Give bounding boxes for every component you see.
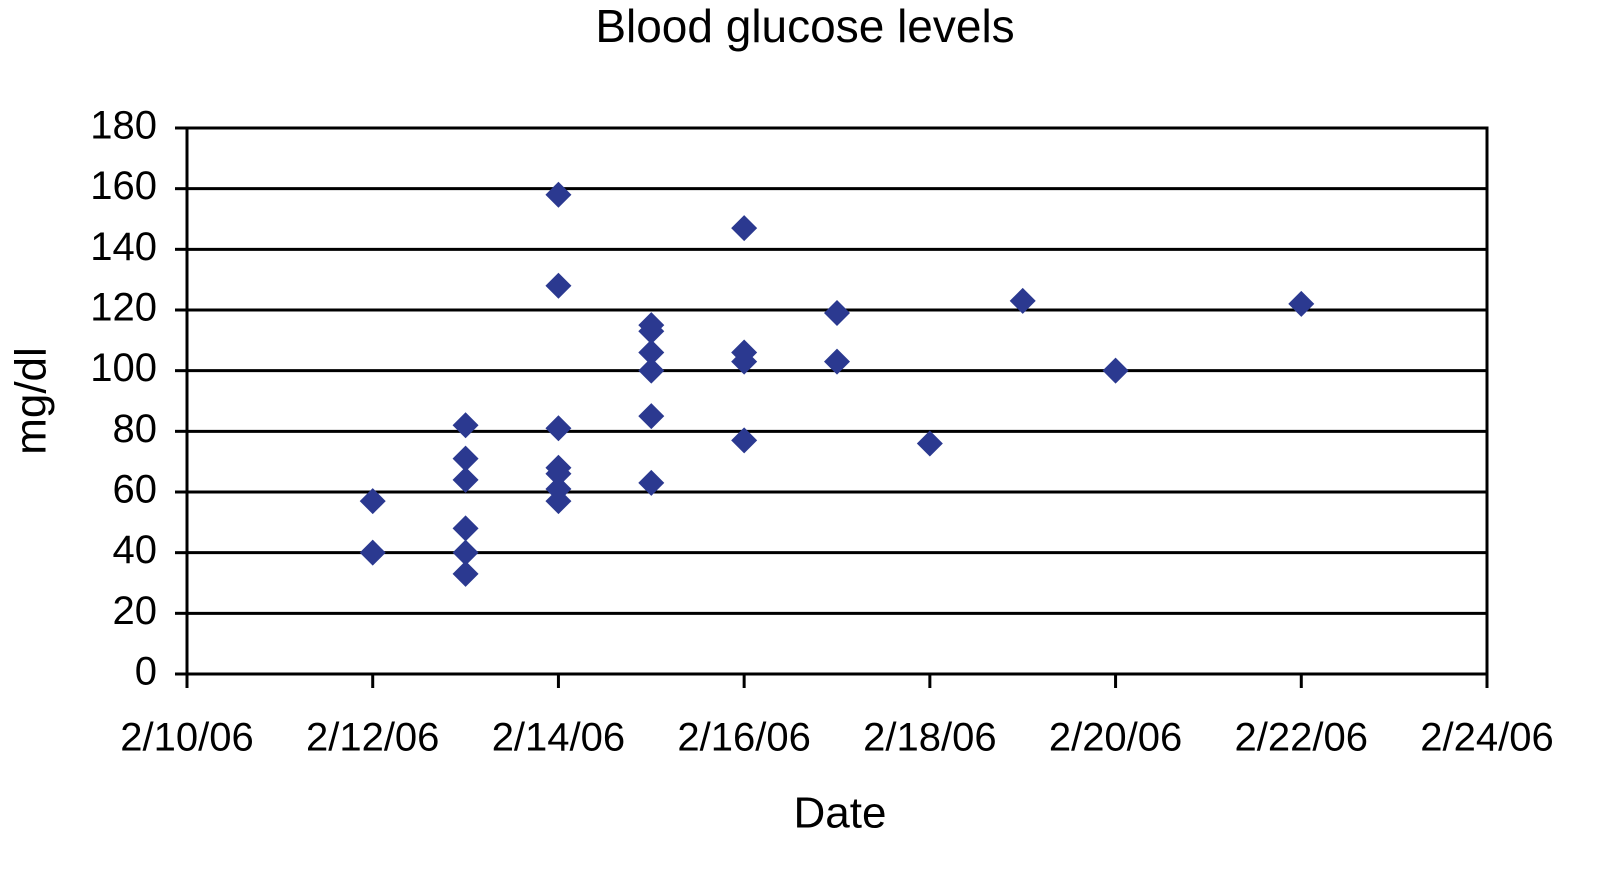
y-tick-label: 160 — [90, 164, 157, 208]
point — [638, 469, 665, 496]
point — [452, 560, 479, 587]
x-tick-label: 2/20/06 — [1049, 716, 1182, 760]
y-axis-title: mg/dl — [7, 347, 56, 455]
point — [359, 539, 386, 566]
y-tick-label: 140 — [90, 225, 157, 269]
point — [452, 412, 479, 439]
point — [545, 415, 572, 442]
point — [1009, 287, 1036, 314]
point — [1288, 290, 1315, 317]
point — [452, 515, 479, 542]
y-tick-label: 180 — [90, 104, 157, 148]
point — [359, 488, 386, 515]
x-axis-title: Date — [794, 789, 887, 838]
point — [731, 427, 758, 454]
chart-title: Blood glucose levels — [595, 0, 1014, 52]
x-tick-label: 2/24/06 — [1420, 716, 1553, 760]
point — [638, 339, 665, 366]
point — [545, 181, 572, 208]
point — [452, 445, 479, 472]
y-tick-label: 120 — [90, 286, 157, 330]
point — [638, 403, 665, 430]
x-tick-label: 2/22/06 — [1235, 716, 1368, 760]
point — [545, 460, 572, 487]
x-tick-label: 2/16/06 — [677, 716, 810, 760]
plot-frame — [185, 126, 1489, 676]
point — [452, 466, 479, 493]
point — [731, 215, 758, 242]
x-tick-label: 2/14/06 — [492, 716, 625, 760]
y-tick-label: 100 — [90, 346, 157, 390]
point — [824, 348, 850, 375]
y-tick-label: 40 — [113, 528, 158, 572]
point — [638, 318, 665, 345]
y-tick-label: 0 — [135, 650, 157, 694]
point — [545, 488, 572, 515]
y-tick-label: 20 — [113, 589, 158, 633]
point — [1102, 357, 1129, 384]
y-tick-label: 60 — [113, 468, 158, 512]
point — [545, 272, 572, 299]
x-tick-label: 2/10/06 — [120, 716, 253, 760]
x-tick-label: 2/12/06 — [306, 716, 439, 760]
point — [824, 300, 850, 327]
point — [452, 539, 479, 566]
x-tick-label: 2/18/06 — [863, 716, 996, 760]
point — [731, 348, 758, 375]
point — [916, 430, 943, 457]
y-tick-label: 80 — [113, 407, 158, 451]
point — [638, 357, 665, 384]
